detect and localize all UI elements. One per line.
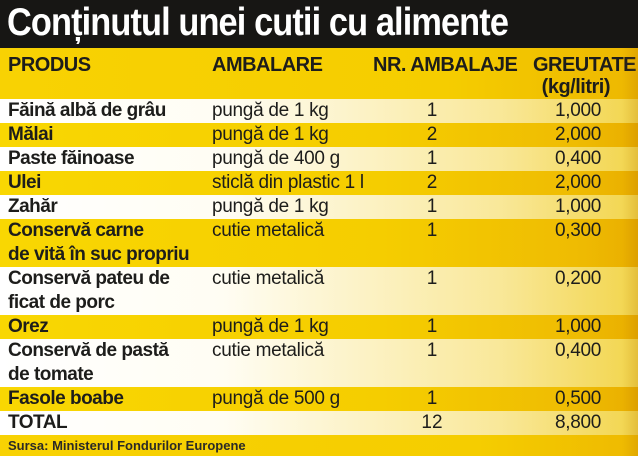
total-label-cell: TOTAL <box>8 412 68 433</box>
nr-ambalaje-cell: 2 <box>426 172 438 193</box>
ambalare-cell: pungă de 1 kg <box>212 316 329 337</box>
column-header-produs: PRODUS <box>8 54 91 76</box>
nr-ambalaje-cell: 2 <box>426 124 438 145</box>
table-row-conserva-carne: Conservă carne de vită în suc propriu cu… <box>0 219 638 267</box>
ambalare-cell: pungă de 400 g <box>212 148 340 169</box>
table-row-ulei: Ulei sticlă din plastic 1 l 2 2,000 <box>0 171 638 195</box>
greutate-cell: 0,200 <box>554 268 601 289</box>
nr-ambalaje-cell: 1 <box>426 220 438 241</box>
greutate-cell: 1,000 <box>554 196 601 217</box>
nr-ambalaje-cell: 1 <box>426 268 438 289</box>
produs-cell: Paste făinoase <box>8 148 135 169</box>
greutate-cell: 1,000 <box>554 100 601 121</box>
column-header-ambalare: AMBALARE <box>212 54 323 76</box>
greutate-cell: 0,400 <box>554 148 601 169</box>
greutate-cell: 2,000 <box>554 124 601 145</box>
nr-ambalaje-cell: 1 <box>426 148 438 169</box>
table-row-malai: Mălai pungă de 1 kg 2 2,000 <box>0 123 638 147</box>
table-header-row: PRODUS AMBALARE NR. AMBALAJE GREUTATE (k… <box>0 48 638 99</box>
ambalare-cell: sticlă din plastic 1 l <box>212 172 364 193</box>
table-row-zahar: Zahăr pungă de 1 kg 1 1,000 <box>0 195 638 219</box>
ambalare-cell: cutie metalică <box>212 220 324 241</box>
ambalare-cell: pungă de 500 g <box>212 388 340 409</box>
column-header-greutate: GREUTATE (kg/litri) <box>491 54 638 99</box>
nr-ambalaje-cell: 1 <box>426 196 438 217</box>
total-nr-ambalaje-cell: 12 <box>421 412 443 433</box>
produs-cell: Mălai <box>8 124 54 145</box>
ambalare-cell: cutie metalică <box>212 268 324 289</box>
ambalare-cell: pungă de 1 kg <box>212 124 329 145</box>
greutate-cell: 2,000 <box>554 172 601 193</box>
food-box-table: PRODUS AMBALARE NR. AMBALAJE GREUTATE (k… <box>0 48 638 435</box>
ambalare-cell: pungă de 1 kg <box>212 100 329 121</box>
table-row-fasole: Fasole boabe pungă de 500 g 1 0,500 <box>0 387 638 411</box>
ambalare-cell: pungă de 1 kg <box>212 196 329 217</box>
greutate-cell: 0,300 <box>554 220 601 241</box>
produs-cell: Făină albă de grâu <box>8 100 166 121</box>
produs-cell: Zahăr <box>8 196 58 217</box>
table-row-conserva-pateu: Conservă pateu de ficat de porc cutie me… <box>0 267 638 315</box>
greutate-cell: 0,500 <box>554 388 601 409</box>
ambalare-cell: cutie metalică <box>212 340 324 361</box>
table-row-orez: Orez pungă de 1 kg 1 1,000 <box>0 315 638 339</box>
ambalare-cell <box>212 411 373 435</box>
title-bar: Conținutul unei cutii cu alimente <box>0 0 638 48</box>
column-header-greutate-label: GREUTATE <box>532 54 637 76</box>
produs-cell: Orez <box>8 316 49 337</box>
produs-cell: Conservă carne de vită în suc propriu <box>8 220 190 265</box>
column-header-nr-ambalaje: NR. AMBALAJE <box>373 54 518 76</box>
page-title: Conținutul unei cutii cu alimente <box>7 1 509 44</box>
table-row-total: TOTAL 12 8,800 <box>0 411 638 435</box>
total-greutate-cell: 8,800 <box>554 412 601 433</box>
nr-ambalaje-cell: 1 <box>426 340 438 361</box>
greutate-cell: 1,000 <box>554 316 601 337</box>
table-row-faina: Făină albă de grâu pungă de 1 kg 1 1,000 <box>0 99 638 123</box>
produs-cell: Conservă de pastă de tomate <box>8 340 169 385</box>
table-body: Făină albă de grâu pungă de 1 kg 1 1,000… <box>0 99 638 435</box>
nr-ambalaje-cell: 1 <box>426 100 438 121</box>
produs-cell: Conservă pateu de ficat de porc <box>8 268 170 313</box>
produs-cell: Ulei <box>8 172 41 193</box>
nr-ambalaje-cell: 1 <box>426 316 438 337</box>
table-row-paste: Paste făinoase pungă de 400 g 1 0,400 <box>0 147 638 171</box>
column-header-greutate-unit: (kg/litri) <box>541 76 611 98</box>
greutate-cell: 0,400 <box>554 340 601 361</box>
nr-ambalaje-cell: 1 <box>426 388 438 409</box>
source-note: Sursa: Ministerul Fondurilor Europene <box>0 435 638 456</box>
produs-cell: Fasole boabe <box>8 388 124 409</box>
table-row-conserva-pasta: Conservă de pastă de tomate cutie metali… <box>0 339 638 387</box>
